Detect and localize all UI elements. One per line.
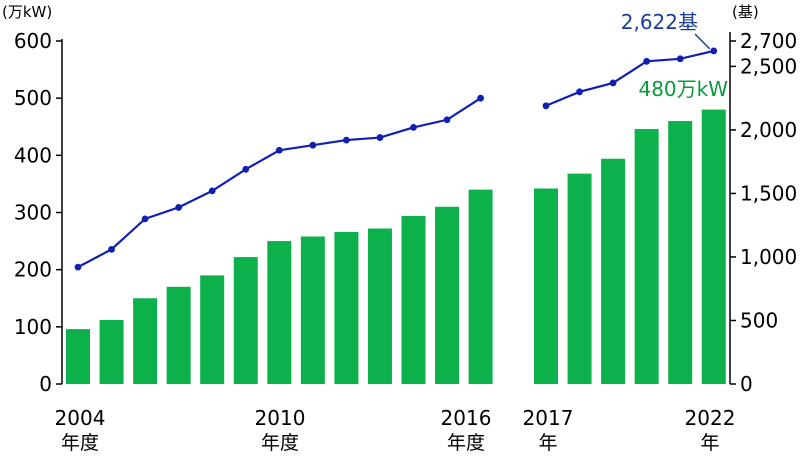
bar [200,275,225,384]
line-point [108,245,115,253]
x-label-unit: 年度 [61,432,99,454]
bar [367,228,392,384]
bar [435,206,460,384]
right-tick-label: 1,000 [740,245,797,269]
right-tick-label: 1,500 [740,181,797,205]
bar-last-annotation: 480万kW [638,77,728,101]
line-point [710,47,718,55]
line-point [343,136,350,144]
line-point [576,88,583,96]
x-label-unit: 年 [700,432,719,454]
bar [701,109,726,384]
bar [300,236,325,384]
axes-layer: 0 100 200 300 400 500 600 0 500 1,000 1,500 2,000 2,… [14,29,797,454]
x-label-year: 2010 [255,406,306,430]
right-tick-label: 500 [740,308,778,332]
bar [267,241,292,384]
line-point [477,94,484,102]
left-tick-label: 400 [14,143,52,167]
left-tick-label: 600 [14,29,52,53]
line-point [275,146,283,154]
line-point [443,116,451,124]
line-point [376,134,384,141]
x-label-year: 2016 [441,406,492,430]
bar [601,158,626,384]
line-point [676,55,684,63]
line-last-leader [694,33,711,50]
x-label-unit: 年度 [261,432,299,454]
right-tick-label: 2,500 [740,54,797,78]
bar [233,257,258,384]
bars-layer [66,109,726,385]
bar [133,298,158,384]
line-point [309,141,317,149]
left-tick-label: 200 [14,258,52,282]
line-point [609,79,617,87]
bar [334,231,359,384]
line-point [141,215,149,223]
left-tick-label: 100 [14,315,52,339]
line-point [410,123,417,131]
line-point [208,187,216,195]
bar [401,215,426,384]
right-axis-unit: (基) [732,3,759,21]
right-tick-label: 0 [740,372,753,396]
line-last-annotation: 2,622基 [621,10,698,34]
left-tick-label: 500 [14,86,52,110]
bar [99,319,124,384]
line-point [175,204,183,211]
line-point [74,263,82,271]
bar [166,286,191,384]
x-label-year: 2022 [685,406,736,430]
right-tick-label: 2,700 [740,29,797,53]
left-axis-unit: (万kW) [2,3,52,21]
right-tick-label: 2,000 [740,118,797,142]
annotations-layer: 2,622基 480万kW [621,10,728,101]
bar [534,188,558,384]
bar [668,121,693,385]
x-label-unit: 年 [538,432,557,454]
bar [468,189,493,384]
lines-layer [74,47,718,271]
line-point [542,102,550,110]
line-series [545,49,715,107]
x-label-year: 2004 [55,406,106,430]
x-label-year: 2017 [523,406,574,430]
left-tick-label: 0 [39,372,52,396]
left-tick-label: 300 [14,201,52,225]
line-point [643,57,651,65]
bar [66,329,90,384]
bar [634,129,659,384]
x-label-unit: 年度 [447,432,485,454]
bar [567,173,592,384]
line-point [242,165,250,173]
